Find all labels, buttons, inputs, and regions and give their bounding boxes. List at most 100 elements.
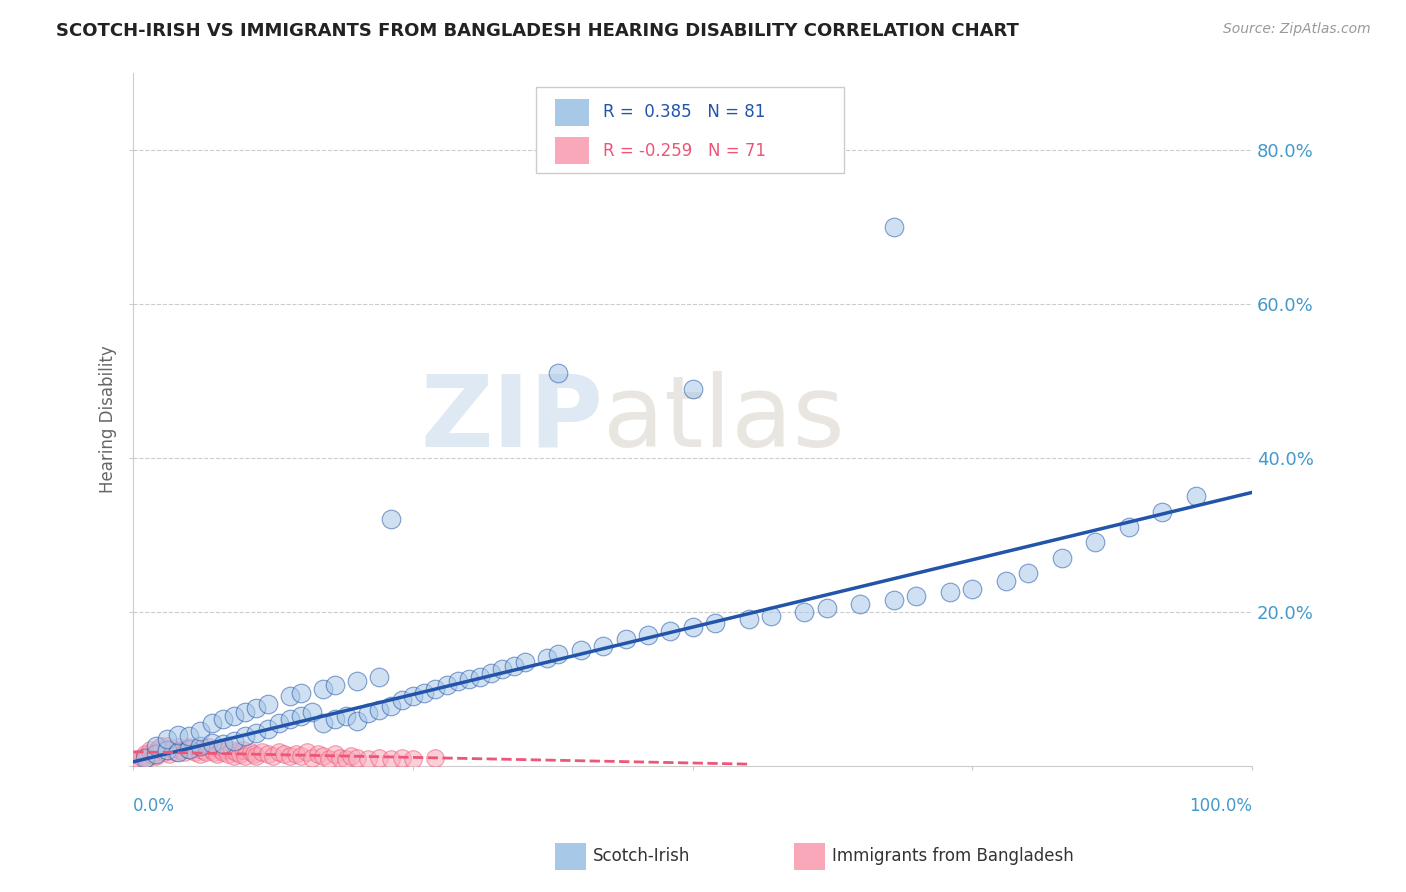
Point [357,752,380,766]
Point [156,743,179,757]
Point [380,512,402,526]
Point [346,751,368,765]
Point [273,747,295,761]
Point [447,673,470,688]
Text: atlas: atlas [603,371,845,467]
Point [704,616,727,631]
Point [962,582,984,596]
Point [301,751,323,765]
Point [267,745,290,759]
Point [547,647,569,661]
FancyBboxPatch shape [536,87,844,173]
Point [156,731,179,746]
Point [225,745,247,759]
Point [142,747,165,762]
Point [139,743,162,757]
Point [134,747,156,761]
Point [380,698,402,713]
Point [245,701,267,715]
Point [883,593,905,607]
Point [340,749,363,764]
Point [180,743,202,757]
Point [139,747,162,761]
Point [157,747,180,761]
Point [905,590,928,604]
Point [815,600,838,615]
Point [278,690,301,704]
Point [1118,520,1140,534]
Point [614,632,637,646]
Point [468,670,491,684]
Point [659,624,682,638]
Point [413,685,436,699]
Text: R = -0.259   N = 71: R = -0.259 N = 71 [603,142,766,160]
Text: R =  0.385   N = 81: R = 0.385 N = 81 [603,103,765,121]
Point [436,678,458,692]
Point [569,643,592,657]
Point [849,597,872,611]
Point [262,749,284,764]
Point [150,743,173,757]
Text: 0.0%: 0.0% [134,797,176,814]
Point [346,714,368,728]
Point [179,730,201,744]
Point [145,739,167,754]
Point [759,608,782,623]
Point [202,745,225,759]
Point [491,663,513,677]
Point [737,612,759,626]
Point [145,747,167,761]
Point [146,741,169,756]
Point [167,745,190,759]
Point [201,735,224,749]
Point [228,747,250,761]
Point [290,749,312,764]
Point [167,740,190,755]
Point [402,690,425,704]
Point [165,745,187,759]
Point [335,708,357,723]
Point [318,752,340,766]
Point [278,749,301,764]
Point [391,751,413,765]
Point [198,740,221,755]
FancyBboxPatch shape [555,99,589,127]
Point [233,705,256,719]
Point [637,628,659,642]
Point [267,716,290,731]
Point [239,745,262,759]
Point [195,745,218,759]
Point [1017,566,1039,581]
Point [323,678,346,692]
Point [307,747,329,761]
Point [256,722,278,736]
Point [190,747,212,761]
Point [153,745,176,759]
FancyBboxPatch shape [555,136,589,164]
Point [312,681,335,696]
Text: 100.0%: 100.0% [1189,797,1251,814]
Point [233,749,256,764]
Point [425,681,447,696]
Point [536,651,558,665]
Point [201,716,224,731]
Point [256,747,278,761]
Point [243,747,266,761]
Point [458,673,481,687]
Point [301,705,323,719]
Point [479,666,502,681]
Point [150,739,173,754]
Point [187,741,209,756]
Point [211,713,233,727]
Point [162,741,184,756]
Point [221,743,243,757]
Point [233,730,256,744]
Point [135,751,157,765]
Point [167,728,190,742]
Point [173,745,195,759]
Point [682,620,704,634]
Text: Scotch-Irish: Scotch-Irish [593,847,690,865]
Point [883,219,905,234]
Point [134,749,156,764]
Point [425,751,447,765]
